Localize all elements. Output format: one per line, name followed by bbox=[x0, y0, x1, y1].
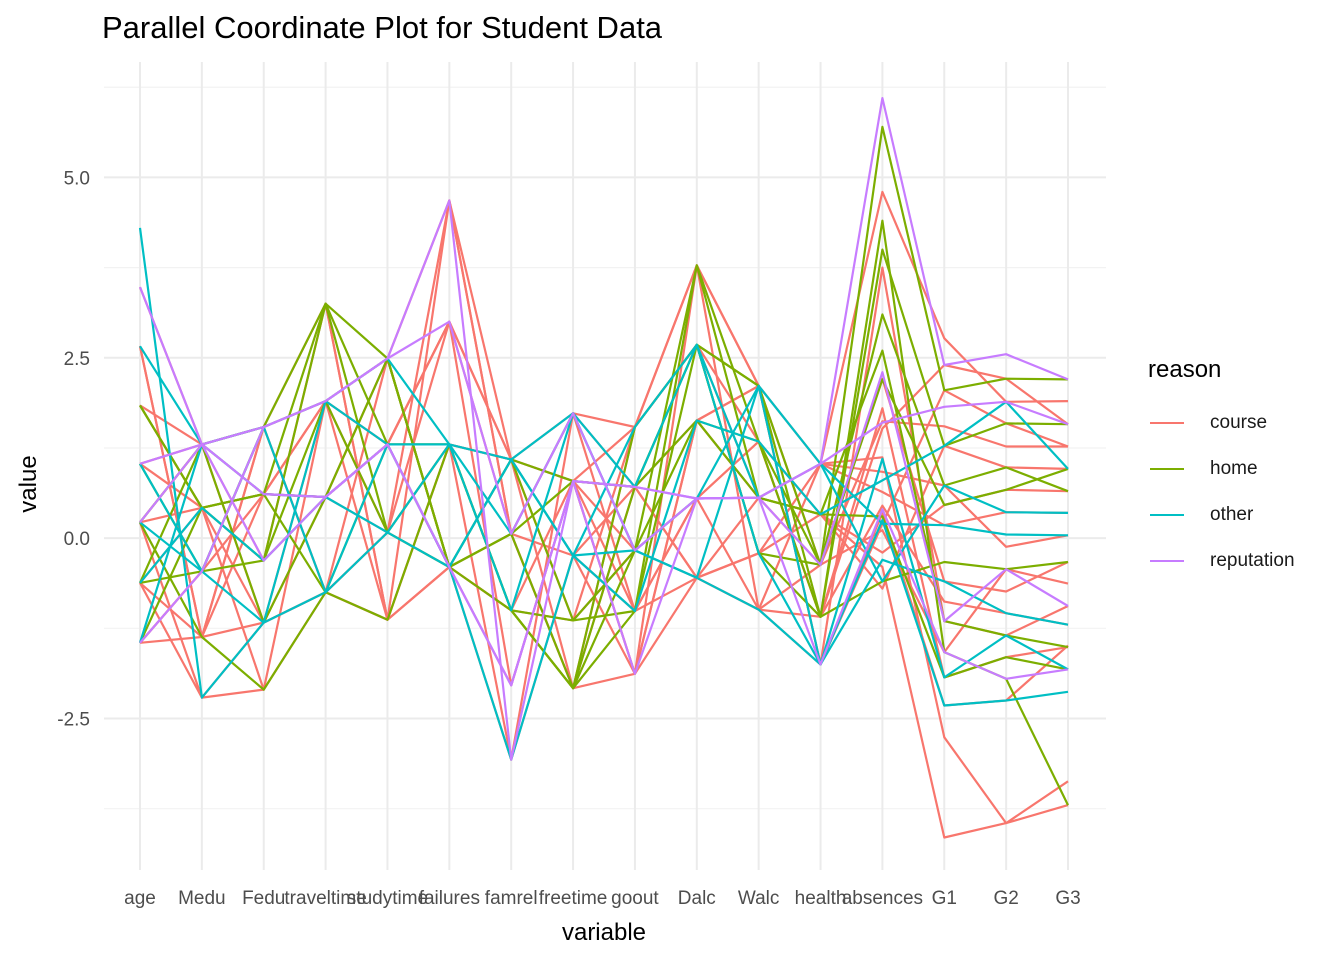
x-tick-label: studytime bbox=[347, 888, 428, 909]
series-line-home bbox=[139, 302, 1069, 690]
x-tick-label: absences bbox=[842, 888, 923, 909]
series-line-reputation bbox=[139, 371, 1069, 687]
legend-key-reputation bbox=[1150, 560, 1184, 562]
series-line-home bbox=[139, 219, 1069, 806]
series-line-reputation bbox=[138, 286, 1069, 687]
x-tick-label: freetime bbox=[539, 888, 608, 909]
x-tick-label: G1 bbox=[932, 888, 957, 909]
chart-title: Parallel Coordinate Plot for Student Dat… bbox=[102, 10, 663, 45]
legend-item-home: home bbox=[1148, 446, 1295, 492]
series-line-home bbox=[139, 248, 1069, 690]
legend-item-reputation: reputation bbox=[1148, 538, 1295, 584]
x-tick-label: failures bbox=[419, 888, 480, 909]
legend-label-other: other bbox=[1210, 504, 1254, 525]
legend-item-course: course bbox=[1148, 400, 1295, 446]
x-tick-label: G3 bbox=[1055, 888, 1080, 909]
series-line-other bbox=[139, 345, 1069, 594]
series-line-home bbox=[139, 264, 1069, 679]
legend: reason course home other reputation bbox=[1148, 356, 1295, 584]
legend-label-home: home bbox=[1210, 458, 1258, 479]
x-tick-label: Medu bbox=[178, 888, 226, 909]
y-axis-ticks: -2.5 0.0 2.5 5.0 bbox=[57, 168, 90, 730]
x-tick-label: Walc bbox=[738, 888, 780, 909]
y-tick-label: 0.0 bbox=[64, 529, 90, 550]
series-line-home bbox=[139, 125, 1069, 690]
legend-key-home bbox=[1150, 468, 1184, 470]
legend-key-course bbox=[1150, 422, 1184, 424]
x-axis-title: variable bbox=[562, 919, 646, 946]
x-tick-label: Dalc bbox=[678, 888, 716, 909]
legend-title: reason bbox=[1148, 356, 1222, 383]
series-line-course bbox=[139, 343, 1069, 644]
legend-label-course: course bbox=[1210, 412, 1268, 433]
x-tick-label: goout bbox=[611, 888, 659, 909]
x-tick-label: age bbox=[124, 888, 156, 909]
series-line-course bbox=[139, 302, 1069, 622]
x-tick-label: G2 bbox=[993, 888, 1018, 909]
y-tick-label: 2.5 bbox=[64, 349, 90, 370]
legend-key-other bbox=[1150, 514, 1184, 516]
legend-label-reputation: reputation bbox=[1210, 550, 1295, 571]
y-axis-title: value bbox=[15, 455, 42, 512]
series-line-reputation bbox=[139, 320, 1069, 644]
series-lines bbox=[138, 96, 1069, 839]
x-tick-label: Fedu bbox=[242, 888, 285, 909]
plot-grid bbox=[104, 62, 1106, 870]
x-tick-label: famrel bbox=[485, 888, 538, 909]
legend-item-other: other bbox=[1148, 492, 1295, 538]
y-tick-label: 5.0 bbox=[64, 168, 90, 189]
x-tick-label: traveltime bbox=[284, 888, 366, 909]
x-tick-label: health bbox=[795, 888, 847, 909]
y-tick-label: -2.5 bbox=[57, 710, 90, 731]
